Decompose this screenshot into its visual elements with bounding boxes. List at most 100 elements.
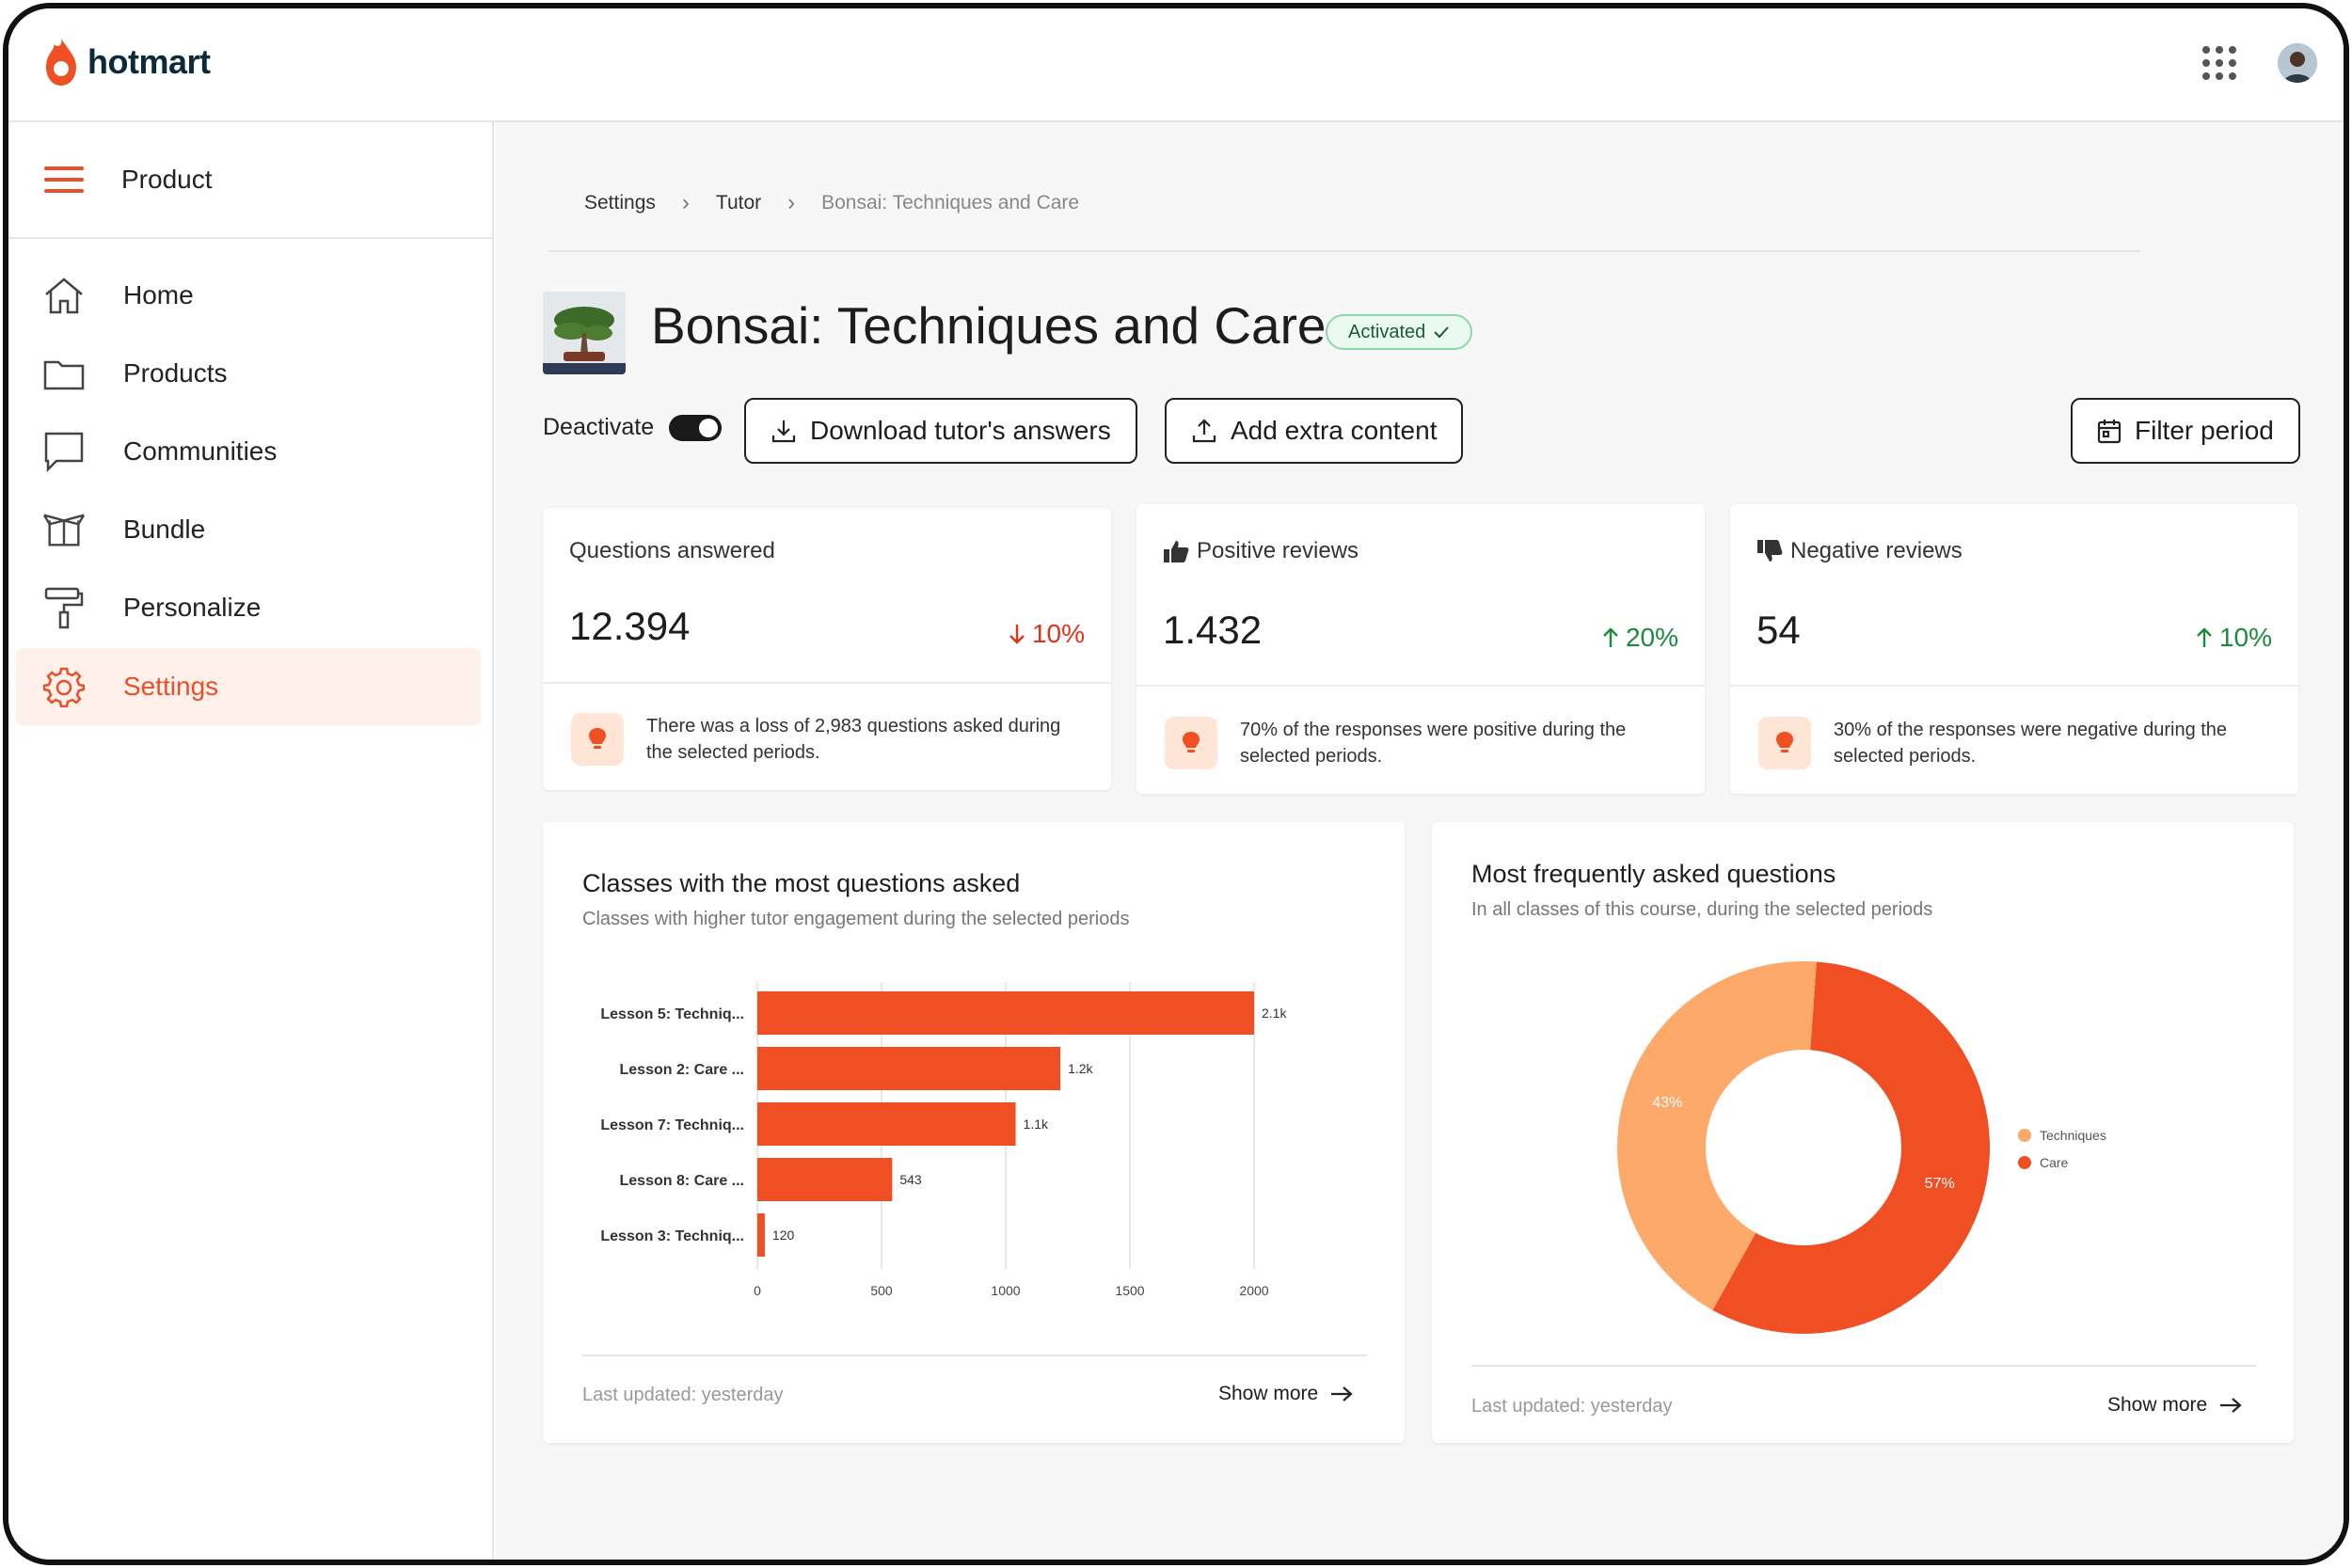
box-icon [42,508,86,551]
divider [1136,685,1705,687]
stat-title-text: Negative reviews [1790,538,1963,563]
logo[interactable]: hotmart [40,37,211,87]
data-label: 120 [772,1227,795,1243]
thumbs-down-icon [1757,540,1783,562]
sidebar-header: Product [8,122,492,239]
lightbulb-icon [1165,717,1217,769]
sidebar-item-bundle[interactable]: Bundle [16,491,481,568]
show-more-label: Show more [2107,1394,2208,1416]
lightbulb-icon [571,713,624,766]
stat-delta-value: 10% [2218,623,2272,652]
slice-label: 43% [1652,1095,1682,1111]
sidebar-item-label: Products [123,358,228,388]
x-tick-label: 0 [754,1283,761,1298]
lightbulb-icon [1758,717,1811,769]
bar [757,1213,765,1257]
show-more-link[interactable]: Show more [2107,1394,2243,1417]
sidebar-item-label: Personalize [123,593,262,622]
divider [548,250,2140,252]
last-updated: Last updated: yesterday [582,1385,784,1405]
bar [757,1158,893,1201]
sidebar-item-settings[interactable]: Settings [16,648,481,725]
add-extra-content-button[interactable]: Add extra content [1165,398,1464,464]
apps-grid-icon[interactable] [2202,46,2236,80]
legend-marker [2018,1156,2031,1169]
x-tick-label: 500 [870,1283,893,1298]
arrow-up-icon [2197,627,2212,647]
chevron-right-icon: › [787,190,796,215]
sidebar-item-label: Settings [123,672,219,701]
divider [1730,685,2298,687]
sidebar-title: Product [121,165,213,194]
divider [582,1354,1367,1356]
bar [757,991,1254,1035]
sidebar-item-home[interactable]: Home [16,257,481,334]
main-content: Settings › Tutor › Bonsai: Techniques an… [496,122,2344,1560]
stat-title: Questions answered [569,538,775,564]
arrow-right-icon [1331,1386,1353,1402]
filter-period-button[interactable]: Filter period [2071,398,2300,464]
faq-chart-panel: Most frequently asked questions In all c… [1432,822,2294,1443]
sidebar-item-label: Bundle [123,515,206,544]
data-label: 1.1k [1024,1117,1049,1132]
sidebar-item-label: Home [123,280,194,309]
sidebar-item-products[interactable]: Products [16,335,481,412]
add-extra-content-label: Add extra content [1231,416,1438,445]
stat-value: 1.432 [1163,608,1263,652]
stat-title-text: Questions answered [569,538,775,563]
stat-delta-value: 10% [1031,619,1085,648]
calendar-icon [2097,420,2122,444]
slice-label: 57% [1925,1176,1955,1192]
panel-title: Most frequently asked questions [1471,860,1836,888]
breadcrumb-settings[interactable]: Settings [584,192,656,214]
product-thumbnail [543,292,626,374]
arrow-right-icon [2220,1398,2242,1413]
status-badge: Activated [1326,314,1473,350]
filter-period-label: Filter period [2135,416,2274,445]
panel-title: Classes with the most questions asked [582,869,1021,897]
data-label: 1.2k [1068,1061,1093,1076]
panel-subtitle: In all classes of this course, during th… [1471,899,1933,920]
sidebar-item-label: Communities [123,436,278,466]
stat-value: 12.394 [569,604,691,648]
sidebar: Product Home Products Communities Bundle [8,122,494,1560]
show-more-label: Show more [1218,1383,1319,1404]
bar [757,1102,1016,1146]
sidebar-item-personalize[interactable]: Personalize [16,569,481,646]
legend-marker [2018,1129,2031,1142]
category-label: Lesson 5: Techniq... [600,1006,744,1022]
breadcrumb-tutor[interactable]: Tutor [715,192,762,214]
x-tick-label: 1500 [1115,1283,1144,1298]
donut-chart: 57% 43% Techniques Care [1617,961,2106,1334]
chevron-right-icon: › [681,190,690,215]
avatar[interactable] [2278,43,2317,83]
category-label: Lesson 3: Techniq... [600,1228,744,1244]
stat-tip: 70% of the responses were positive durin… [1240,720,1627,767]
stat-card-positive: Positive reviews 1.432 20% 70% of the re… [1136,504,1705,794]
panel-subtitle: Classes with higher tutor engagement dur… [582,909,1130,929]
stat-title: Positive reviews [1163,538,1359,564]
stat-delta: 10% [1008,619,1085,649]
stat-delta: 10% [2195,623,2272,653]
stat-card-questions: Questions answered 12.394 10% There was … [543,508,1111,790]
breadcrumb: Settings › Tutor › Bonsai: Techniques an… [584,190,1079,216]
gear-icon [42,665,86,708]
sidebar-item-communities[interactable]: Communities [16,413,481,490]
category-label: Lesson 2: Care ... [620,1062,745,1078]
donut-slice [1617,961,1817,1310]
hamburger-menu-icon[interactable] [44,166,84,194]
stat-delta-value: 20% [1625,623,1678,652]
upload-icon [1192,419,1216,443]
divider [543,682,1111,684]
activation-toggle[interactable] [669,414,723,441]
show-more-link[interactable]: Show more [1218,1383,1354,1405]
download-answers-button[interactable]: Download tutor's answers [744,398,1137,464]
stat-title-text: Positive reviews [1197,538,1359,563]
check-icon [1434,326,1450,339]
download-answers-label: Download tutor's answers [810,416,1111,445]
app-window: hotmart Product Home [3,3,2349,1565]
data-label: 543 [899,1172,922,1187]
stat-value: 54 [1756,608,1801,652]
category-label: Lesson 7: Techniq... [600,1117,744,1133]
folder-icon [42,352,86,395]
